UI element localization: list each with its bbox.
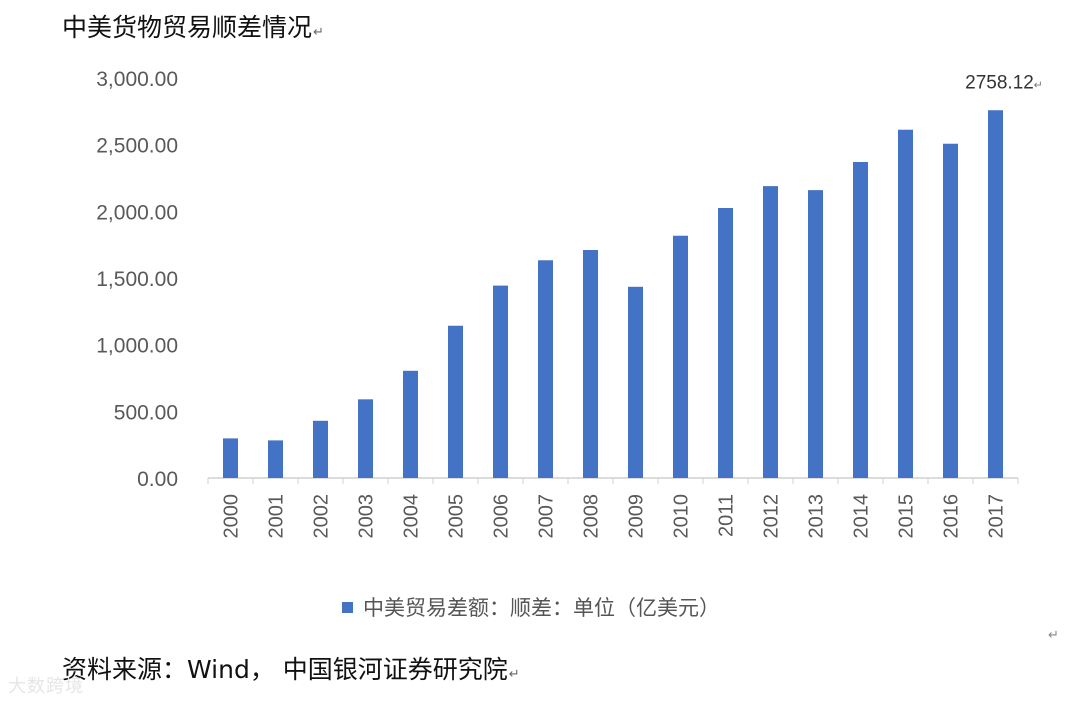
x-tick-label: 2015 [896,494,918,539]
x-tick-label: 2013 [806,494,828,539]
x-tick-label: 2005 [446,494,468,539]
y-tick-label: 3,000.00 [96,68,178,91]
bar [853,162,868,478]
x-tick-label: 2009 [626,494,648,539]
x-tick-label: 2016 [941,494,963,539]
y-tick-label: 2,500.00 [96,135,178,158]
x-tick-label: 2010 [671,494,693,539]
x-tick-label: 2006 [491,494,513,539]
x-tick-label: 2004 [401,494,423,539]
paragraph-mark-icon: ↵ [313,25,324,40]
legend: 中美贸易差额：顺差：单位（亿美元） [342,592,720,622]
x-tick-label: 2002 [311,494,333,539]
bar [538,260,553,478]
x-tick-label: 2007 [536,494,558,539]
legend-swatch [342,601,353,613]
x-tick-label: 2008 [581,494,603,539]
bar [898,129,913,478]
bar [718,208,733,478]
bar [763,186,778,478]
watermark: 大数跨境 [8,676,84,697]
y-tick-label: 1,500.00 [96,268,178,291]
x-tick-label: 2011 [716,494,738,537]
paragraph-mark-icon: ↵ [1034,78,1043,91]
x-tick-label: 2017 [986,494,1008,539]
source-text: 资料来源：Wind， 中国银河证券研究院 [62,655,508,684]
chart-title: 中美货物贸易顺差情况↵ [62,8,324,44]
chart-title-text: 中美货物贸易顺差情况 [62,13,313,42]
bar [358,399,373,478]
y-tick-label: 1,000.00 [96,335,178,358]
bar [673,235,688,478]
bar [628,286,643,478]
bar [403,370,418,478]
data-label: 2758.12 [965,72,1034,93]
bar [493,285,508,478]
source-note: 资料来源：Wind， 中国银河证券研究院↵ [62,650,520,686]
y-tick-label: 0.00 [137,468,178,491]
bar [808,190,823,478]
bar [448,325,463,478]
x-tick-label: 2003 [356,494,378,539]
x-tick-label: 2001 [266,494,288,539]
bar [223,438,238,478]
bar [583,250,598,478]
y-tick-label: 500.00 [114,401,178,424]
paragraph-mark-icon: ↵ [1048,628,1059,643]
bar [943,143,958,478]
bar [268,440,283,478]
paragraph-mark-icon: ↵ [508,667,520,682]
x-tick-label: 2012 [761,494,783,539]
x-tick-label: 2014 [851,494,873,539]
y-tick-label: 2,000.00 [96,201,178,224]
legend-label: 中美贸易差额：顺差：单位（亿美元） [363,596,720,620]
bar [313,420,328,478]
bar [988,110,1003,478]
x-tick-label: 2000 [221,494,243,539]
